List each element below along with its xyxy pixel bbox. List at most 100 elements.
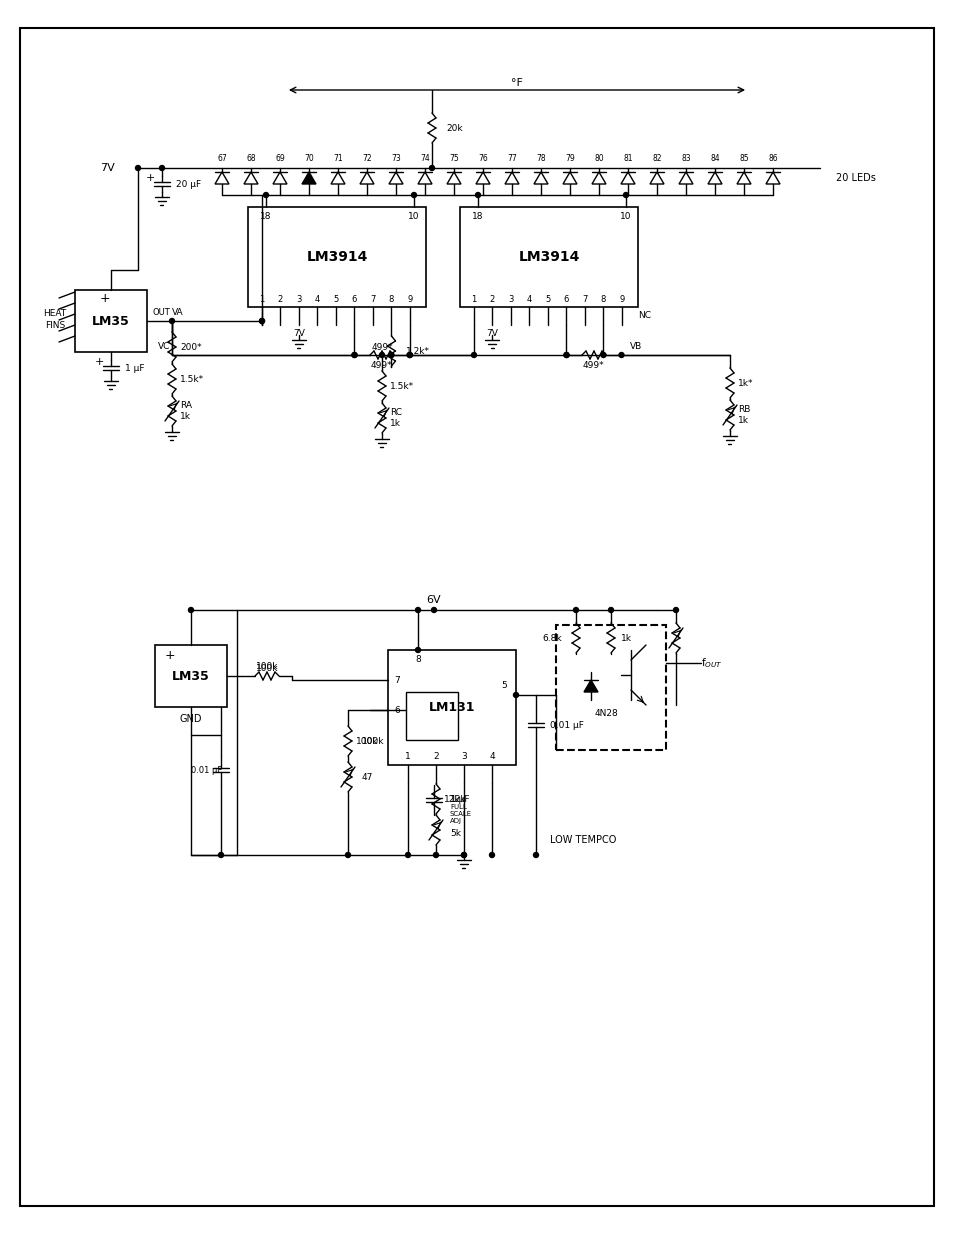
Circle shape xyxy=(352,352,356,357)
Text: +: + xyxy=(94,357,104,367)
Text: 0.01 µF: 0.01 µF xyxy=(550,720,583,730)
Circle shape xyxy=(407,352,412,357)
Polygon shape xyxy=(244,172,257,184)
Circle shape xyxy=(489,852,494,857)
Text: 10: 10 xyxy=(619,211,631,221)
Text: 76: 76 xyxy=(477,153,487,163)
Circle shape xyxy=(407,352,412,357)
Polygon shape xyxy=(592,172,605,184)
Circle shape xyxy=(618,352,623,357)
Text: 4: 4 xyxy=(314,294,320,304)
Text: 2: 2 xyxy=(489,294,495,304)
Circle shape xyxy=(431,608,436,613)
Text: FULL: FULL xyxy=(450,804,466,810)
Circle shape xyxy=(533,852,537,857)
Text: 72: 72 xyxy=(362,153,372,163)
Text: 75: 75 xyxy=(449,153,458,163)
Circle shape xyxy=(563,352,568,357)
Text: 3: 3 xyxy=(460,752,466,761)
Text: LM35: LM35 xyxy=(172,669,210,683)
Circle shape xyxy=(345,852,350,857)
Text: LOW TEMPCO: LOW TEMPCO xyxy=(550,835,616,845)
Text: 4: 4 xyxy=(489,752,495,761)
Polygon shape xyxy=(504,172,518,184)
Text: 69: 69 xyxy=(274,153,285,163)
Text: 20k: 20k xyxy=(446,124,462,132)
Polygon shape xyxy=(737,172,750,184)
Text: 3: 3 xyxy=(508,294,513,304)
Text: GND: GND xyxy=(179,714,202,724)
Polygon shape xyxy=(620,172,635,184)
Circle shape xyxy=(429,165,434,170)
Polygon shape xyxy=(679,172,692,184)
Text: 499*: 499* xyxy=(582,361,603,369)
Text: 86: 86 xyxy=(767,153,777,163)
Text: 8: 8 xyxy=(389,294,394,304)
Text: RA
1k: RA 1k xyxy=(180,401,192,421)
Text: 70: 70 xyxy=(304,153,314,163)
Text: VA: VA xyxy=(172,308,183,316)
Text: 8: 8 xyxy=(415,655,420,663)
Text: 81: 81 xyxy=(622,153,632,163)
Circle shape xyxy=(513,693,518,698)
Text: +: + xyxy=(145,173,154,183)
Polygon shape xyxy=(389,172,402,184)
Text: 0.01 µF: 0.01 µF xyxy=(191,766,222,774)
Text: 7: 7 xyxy=(394,676,399,684)
Text: 85: 85 xyxy=(739,153,748,163)
Text: RC
1k: RC 1k xyxy=(390,409,401,427)
Text: 100k: 100k xyxy=(355,736,378,746)
Text: 1k*: 1k* xyxy=(738,378,753,388)
Text: +: + xyxy=(165,648,175,662)
Polygon shape xyxy=(447,172,460,184)
Text: FINS: FINS xyxy=(45,321,65,330)
Circle shape xyxy=(563,352,568,357)
Text: 5: 5 xyxy=(333,294,338,304)
Text: LM35: LM35 xyxy=(92,315,130,327)
Text: 1: 1 xyxy=(471,294,476,304)
Text: 5: 5 xyxy=(545,294,550,304)
Polygon shape xyxy=(562,172,577,184)
Text: OUT: OUT xyxy=(152,308,171,316)
Circle shape xyxy=(416,608,420,613)
Circle shape xyxy=(411,193,416,198)
Circle shape xyxy=(170,319,174,324)
Text: 67: 67 xyxy=(217,153,227,163)
Text: 80: 80 xyxy=(594,153,603,163)
Circle shape xyxy=(135,165,140,170)
Text: NC: NC xyxy=(638,310,650,320)
Polygon shape xyxy=(214,172,229,184)
Text: 4N28: 4N28 xyxy=(594,709,618,718)
Text: 12k: 12k xyxy=(443,794,460,804)
Text: 8: 8 xyxy=(600,294,605,304)
Circle shape xyxy=(352,352,356,357)
Bar xyxy=(556,625,665,750)
Bar xyxy=(388,650,516,764)
Text: 1.5k*: 1.5k* xyxy=(180,374,204,384)
Circle shape xyxy=(379,352,384,357)
Bar xyxy=(154,645,227,706)
Text: 6V: 6V xyxy=(426,595,441,605)
Polygon shape xyxy=(331,172,345,184)
Text: SCALE: SCALE xyxy=(450,811,472,818)
Polygon shape xyxy=(359,172,374,184)
Circle shape xyxy=(433,852,438,857)
Text: RB
1k: RB 1k xyxy=(738,405,750,425)
Polygon shape xyxy=(476,172,490,184)
Circle shape xyxy=(189,608,193,613)
Bar xyxy=(459,207,638,308)
Circle shape xyxy=(416,647,420,652)
Text: °F: °F xyxy=(511,78,522,88)
Text: 3: 3 xyxy=(296,294,301,304)
Circle shape xyxy=(475,193,480,198)
Text: 12k: 12k xyxy=(450,794,465,804)
Text: 9: 9 xyxy=(618,294,624,304)
Text: 499*: 499* xyxy=(371,361,392,369)
Circle shape xyxy=(218,852,223,857)
Text: 1 µF: 1 µF xyxy=(450,795,469,804)
Text: 200*: 200* xyxy=(180,342,201,352)
Polygon shape xyxy=(765,172,780,184)
Text: HEAT: HEAT xyxy=(44,309,67,317)
Text: 6.8k: 6.8k xyxy=(542,634,561,642)
Text: 7V: 7V xyxy=(293,329,305,337)
